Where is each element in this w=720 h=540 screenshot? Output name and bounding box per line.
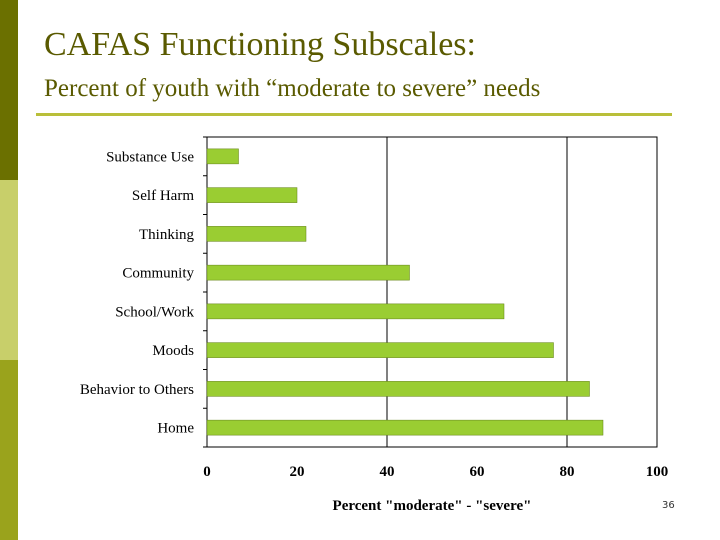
- page-number: 36: [662, 500, 675, 511]
- category-label: Community: [122, 266, 194, 282]
- x-tick-label: 20: [290, 464, 305, 480]
- title-underline: [36, 113, 672, 116]
- category-label: Self Harm: [132, 188, 194, 204]
- category-label: Moods: [152, 343, 194, 359]
- decorative-band-dark: [0, 0, 18, 180]
- x-tick-label: 40: [380, 464, 395, 480]
- bar-home: [206, 419, 604, 436]
- x-tick-label: 0: [203, 464, 211, 480]
- category-label: Behavior to Others: [80, 382, 194, 398]
- x-axis-label: Percent "moderate" - "severe": [333, 498, 532, 514]
- category-label: Substance Use: [106, 149, 194, 165]
- x-tick-label: 80: [560, 464, 575, 480]
- bar-school-work: [206, 303, 505, 320]
- category-label: Home: [157, 421, 194, 437]
- slide-subtitle: Percent of youth with “moderate to sever…: [44, 75, 541, 102]
- bar-community: [206, 264, 410, 281]
- x-tick-label: 100: [646, 464, 669, 480]
- category-label: School/Work: [115, 304, 194, 320]
- bar-thinking: [206, 226, 307, 242]
- x-tick-label: 60: [470, 464, 485, 480]
- bar-behavior-to-others: [206, 381, 590, 397]
- bar-moods: [206, 342, 554, 358]
- plot-frame: [206, 136, 658, 448]
- decorative-band-medium: [0, 360, 18, 540]
- category-label: Thinking: [139, 227, 194, 243]
- bar-self-harm: [206, 187, 298, 203]
- slide-title: CAFAS Functioning Subscales:: [44, 26, 476, 63]
- decorative-band-light: [0, 180, 18, 360]
- bar-substance-use: [206, 148, 239, 165]
